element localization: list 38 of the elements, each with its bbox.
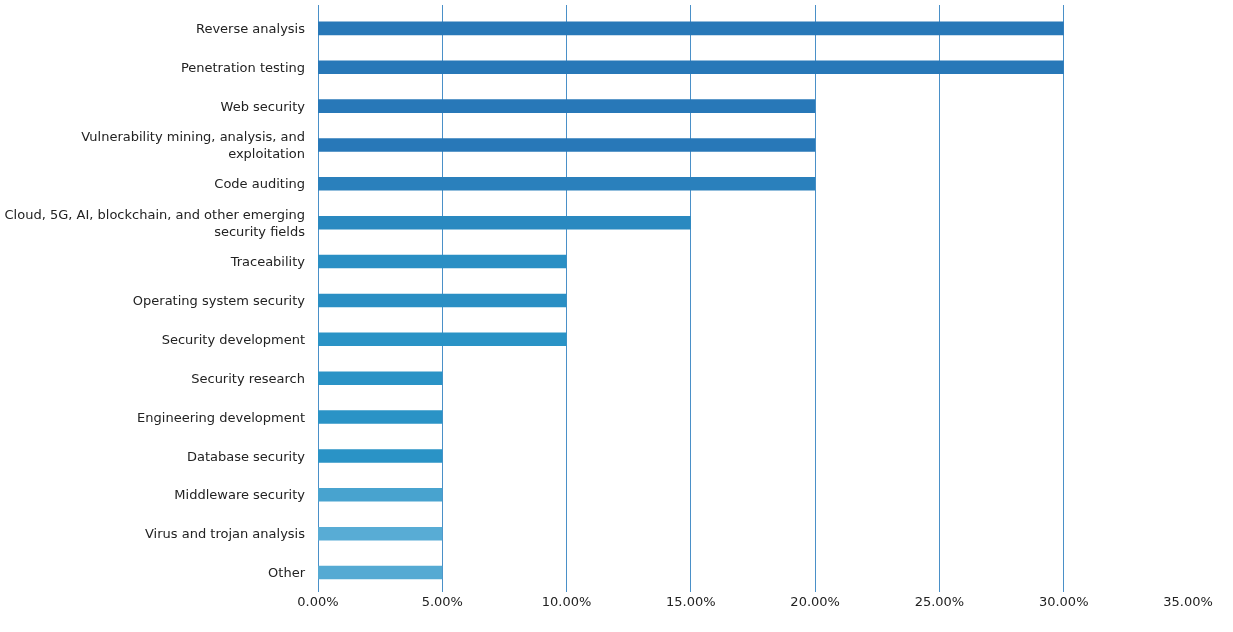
y-tick-label: Security research [191,370,305,386]
bar [318,526,443,541]
bar [318,410,443,424]
x-tick-label: 0.00% [297,594,339,609]
x-tick-label: 5.00% [421,594,463,609]
y-tick-label: Operating system security [132,292,306,308]
y-tick-label: Web security [220,98,306,114]
x-tick-label: 10.00% [541,594,592,609]
bar [318,21,1064,36]
bar [318,332,567,347]
bar [318,177,816,191]
y-tick-label: Penetration testing [180,59,305,75]
x-tick-label: 15.00% [666,594,716,609]
y-tick-label: Reverse analysis [195,20,306,36]
y-tick-label: Traceability [229,254,306,270]
bar [318,449,443,463]
y-tick-label: Engineering development [137,409,305,425]
x-tick-label: 25.00% [914,594,965,609]
y-tick-label: Code auditing [214,176,305,192]
y-tick-label: Cloud, 5G, AI, blockchain, and other emerging security fields [4,206,306,239]
x-tick-label: 35.00% [1163,594,1213,609]
y-tick-label: Vulnerability mining, analysis, and exploitation [81,129,305,161]
bar [318,488,443,502]
bar [318,293,567,308]
x-tick-label: 20.00% [790,594,840,609]
bar [318,60,1064,74]
y-tick-label: Middleware security [174,487,306,503]
bar [318,371,443,385]
bar [318,565,443,580]
y-tick-label: Database security [186,448,306,464]
bar [318,215,691,230]
y-tick-label: Security development [161,331,305,347]
bar [318,99,816,113]
bar [318,138,816,152]
x-tick-label: 30.00% [1038,594,1089,609]
y-tick-label: Other [268,565,306,581]
y-tick-label: Virus and trojan analysis [145,526,306,542]
bar [318,254,567,269]
